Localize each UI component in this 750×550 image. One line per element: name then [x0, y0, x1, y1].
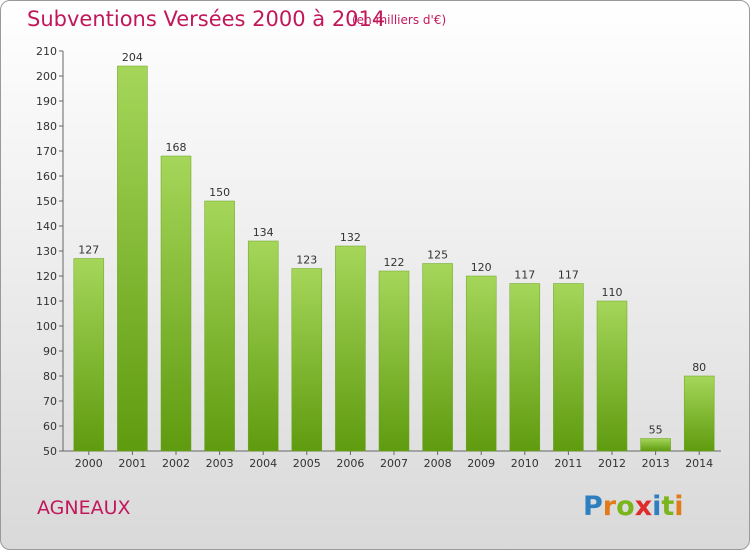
data-label-2005: 123: [296, 254, 317, 267]
bar-2004: [247, 240, 279, 452]
x-tick-label-2007: 2007: [380, 457, 408, 470]
x-tick-label-2006: 2006: [336, 457, 364, 470]
y-tick-label: 160: [36, 170, 57, 183]
chart-subtitle: (en milliers d'€): [352, 13, 447, 27]
data-label-2001: 204: [122, 51, 143, 64]
y-tick-label: 130: [36, 245, 57, 258]
bar-2012: [596, 300, 628, 452]
data-label-2007: 122: [384, 256, 405, 269]
x-tick-label-2008: 2008: [424, 457, 452, 470]
y-tick-label: 170: [36, 145, 57, 158]
axes: 50 60 70 80 90 100 110 120 130 140 150 160 170 180 190…: [36, 45, 721, 470]
y-tick-label: 190: [36, 95, 57, 108]
x-tick-label-2011: 2011: [554, 457, 582, 470]
y-tick-label: 80: [43, 370, 57, 383]
y-tick-label: 100: [36, 320, 57, 333]
data-label-2000: 127: [78, 244, 99, 257]
data-label-2009: 120: [471, 261, 492, 274]
chart-title: Subventions Versées 2000 à 2014: [27, 7, 386, 31]
data-label-2008: 125: [427, 249, 448, 262]
x-tick-label-2001: 2001: [118, 457, 146, 470]
bar-2006: [335, 245, 366, 452]
x-tick-label-2003: 2003: [206, 457, 234, 470]
x-tick-label-2010: 2010: [511, 457, 539, 470]
bar-2005: [291, 268, 323, 452]
bar-2011: [553, 283, 584, 452]
x-tick-label-2013: 2013: [642, 457, 670, 470]
data-label-2004: 134: [253, 226, 274, 239]
y-tick-label: 210: [36, 45, 57, 58]
data-label-2013: 55: [649, 424, 663, 437]
y-tick-label: 60: [43, 420, 57, 433]
bar-2014: [683, 375, 715, 452]
commune-name: AGNEAUX: [37, 497, 131, 519]
x-tick-label-2002: 2002: [162, 457, 190, 470]
logo-letter: o: [616, 491, 635, 522]
bar-2013: [640, 438, 671, 452]
bar-2009: [465, 275, 497, 452]
logo-letter: x: [634, 491, 653, 522]
x-tick-label-2009: 2009: [467, 457, 495, 470]
y-tick-label: 140: [36, 220, 57, 233]
x-tick-label-2012: 2012: [598, 457, 626, 470]
bar-2002: [160, 155, 192, 452]
data-label-2010: 117: [514, 269, 535, 282]
data-label-2006: 132: [340, 231, 361, 244]
logo-letter: t: [661, 491, 675, 522]
logo-letter: i: [674, 491, 684, 522]
y-tick-label: 70: [43, 395, 57, 408]
data-labels: 127 204 168 150 134 123 132 122 125 120 117 117 110 5…: [78, 51, 706, 437]
data-label-2003: 150: [209, 186, 230, 199]
y-tick-label: 150: [36, 195, 57, 208]
bar-2000: [73, 258, 105, 452]
y-tick-label: 110: [36, 295, 57, 308]
y-tick-label: 50: [43, 445, 57, 458]
bar-2003: [204, 200, 235, 452]
bar-2007: [378, 270, 410, 452]
data-label-2014: 80: [692, 361, 706, 374]
y-tick-label: 120: [36, 270, 57, 283]
data-label-2012: 110: [602, 286, 623, 299]
bar-2008: [422, 263, 453, 452]
y-tick-label: 90: [43, 345, 57, 358]
logo-letter: P: [583, 491, 603, 522]
bar-2010: [509, 283, 541, 452]
x-tick-label-2000: 2000: [75, 457, 103, 470]
proxiti-logo: Proxiti: [583, 491, 684, 522]
bar-2001: [117, 65, 148, 452]
data-label-2011: 117: [558, 269, 579, 282]
x-tick-label-2004: 2004: [249, 457, 277, 470]
x-tick-label-2014: 2014: [685, 457, 713, 470]
data-label-2002: 168: [166, 141, 187, 154]
logo-letter: r: [602, 491, 617, 522]
logo-letter: i: [652, 491, 662, 522]
x-tick-label-2005: 2005: [293, 457, 321, 470]
bars: [73, 65, 715, 452]
y-tick-label: 180: [36, 120, 57, 133]
y-tick-label: 200: [36, 70, 57, 83]
